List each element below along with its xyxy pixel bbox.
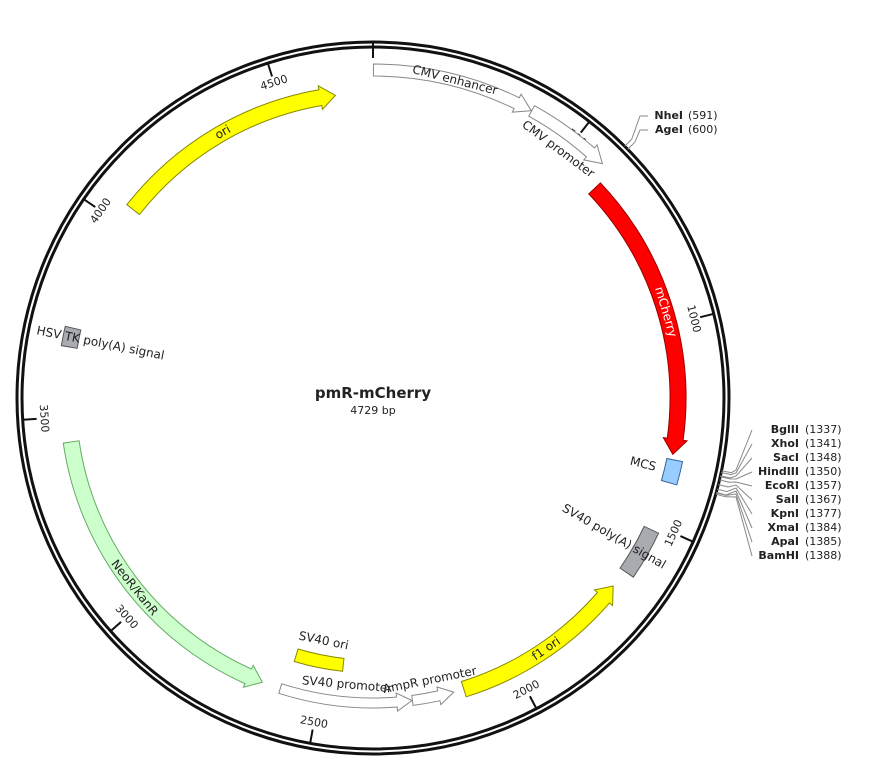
feature-shape-mcs [660, 457, 684, 486]
feature-shape-sv40-ori [293, 648, 345, 672]
site-pos-saci: (1348) [805, 451, 842, 464]
site-name-bamhi: BamHI [758, 549, 799, 562]
site-name-ecori: EcoRI [765, 479, 799, 492]
feature-shape-f1-ori [460, 585, 614, 698]
site-saci: SacI (1348) [773, 451, 842, 464]
site-leader-bglii [721, 429, 753, 474]
site-pos-xmai: (1384) [805, 521, 842, 534]
site-leader-sali [718, 484, 753, 501]
site-name-sali: SalI [776, 493, 799, 506]
plasmid-length: 4729 bp [350, 404, 395, 417]
site-leader-hindiii [720, 471, 753, 480]
site-name-bglii: BglII [771, 423, 799, 436]
tick-3000 [109, 621, 122, 632]
feature-shape-cmv-enhancer [372, 63, 533, 113]
site-leader-saci [720, 457, 753, 479]
site-pos-sali: (1367) [805, 493, 842, 506]
site-leader-agei [627, 129, 648, 150]
tick-label-2000: 2000 [511, 677, 542, 702]
feature-label-mcherry: mCherry [652, 285, 680, 339]
site-sali: SalI (1367) [776, 493, 842, 506]
site-leader-nhei [624, 115, 648, 147]
site-xmai: XmaI (1384) [768, 521, 842, 534]
site-agei: AgeI (600) [655, 123, 718, 136]
site-apai: ApaI (1385) [771, 535, 841, 548]
feature-label-hsv-tk-polya: HSV TK poly(A) signal [35, 323, 165, 362]
site-pos-bglii: (1337) [805, 423, 842, 436]
feature-label-ori: ori [213, 122, 233, 142]
site-name-xhoi: XhoI [771, 437, 799, 450]
tick-label-1000: 1000 [684, 304, 703, 334]
tick-2000 [529, 695, 538, 710]
feature-ori: ori [126, 84, 337, 216]
site-nhei: NheI (591) [654, 109, 717, 122]
site-hindiii: HindIII (1350) [758, 465, 842, 478]
feature-sv40-polya: SV40 poly(A) signal [560, 501, 668, 578]
tick-label-4500: 4500 [259, 72, 290, 93]
tick-2500 [309, 729, 314, 744]
tick-4500 [266, 62, 273, 77]
site-pos-nhei: (591) [688, 109, 718, 122]
feature-sv40-ori: SV40 ori [293, 629, 350, 672]
site-name-nhei: NheI [654, 109, 683, 122]
tick-4000 [83, 198, 96, 208]
tick-3500 [22, 417, 37, 421]
tick-label-4000: 4000 [87, 196, 114, 226]
site-pos-xhoi: (1341) [805, 437, 842, 450]
site-pos-kpni: (1377) [805, 507, 842, 520]
site-pos-apai: (1385) [805, 535, 842, 548]
feature-label-sv40-ori: SV40 ori [298, 629, 350, 653]
tick-500 [579, 121, 591, 134]
site-bamhi: BamHI (1388) [758, 549, 841, 562]
feature-shape-mcherry [588, 182, 689, 456]
feature-label-ampr-promoter: AmpR promoter [382, 664, 478, 697]
site-bglii: BglII (1337) [771, 423, 842, 436]
tick-1500 [680, 535, 694, 543]
site-leader-kpni [717, 487, 753, 515]
site-leader-xhoi [721, 443, 753, 476]
feature-label-mcs: MCS [629, 454, 658, 474]
tick-label-3500: 3500 [37, 404, 52, 433]
tick-1000 [699, 312, 714, 319]
site-leader-apai [716, 492, 753, 543]
site-pos-bamhi: (1388) [805, 549, 842, 562]
site-pos-ecori: (1357) [805, 479, 842, 492]
feature-hsv-tk-polya: HSV TK poly(A) signal [35, 323, 165, 362]
site-kpni: KpnI (1377) [771, 507, 842, 520]
plasmid-name: pmR-mCherry [315, 384, 431, 402]
feature-shape-ampr-promoter [411, 686, 455, 706]
feature-shape-ori [126, 84, 337, 216]
site-name-agei: AgeI [655, 123, 683, 136]
site-leader-bamhi [715, 493, 753, 557]
feature-mcherry: mCherry [588, 182, 689, 456]
site-leader-ecori [719, 479, 753, 487]
site-name-saci: SacI [773, 451, 799, 464]
site-pos-agei: (600) [688, 123, 718, 136]
tick-label-2500: 2500 [299, 713, 329, 731]
feature-neor-kanr: NeoR/KanR [62, 440, 264, 689]
feature-mcs: MCS [629, 454, 684, 486]
feature-shape-sv40-promoter [278, 683, 413, 712]
tick-label-1500: 1500 [662, 518, 685, 549]
site-name-hindiii: HindIII [758, 465, 799, 478]
tick-label-3000: 3000 [113, 602, 141, 632]
site-name-kpni: KpnI [771, 507, 799, 520]
site-name-apai: ApaI [771, 535, 799, 548]
feature-shape-cmv-promoter [528, 104, 604, 165]
feature-shape-hsv-tk-polya [60, 325, 82, 349]
site-xhoi: XhoI (1341) [771, 437, 842, 450]
restriction-sites-layer: NheI (591)AgeI (600)BglII (1337)XhoI (1341)S… [624, 109, 842, 562]
site-pos-hindiii: (1350) [805, 465, 842, 478]
site-ecori: EcoRI (1357) [765, 479, 842, 492]
feature-shape-sv40-polya [619, 525, 660, 578]
site-name-xmai: XmaI [768, 521, 799, 534]
feature-shape-neor-kanr [62, 440, 264, 689]
